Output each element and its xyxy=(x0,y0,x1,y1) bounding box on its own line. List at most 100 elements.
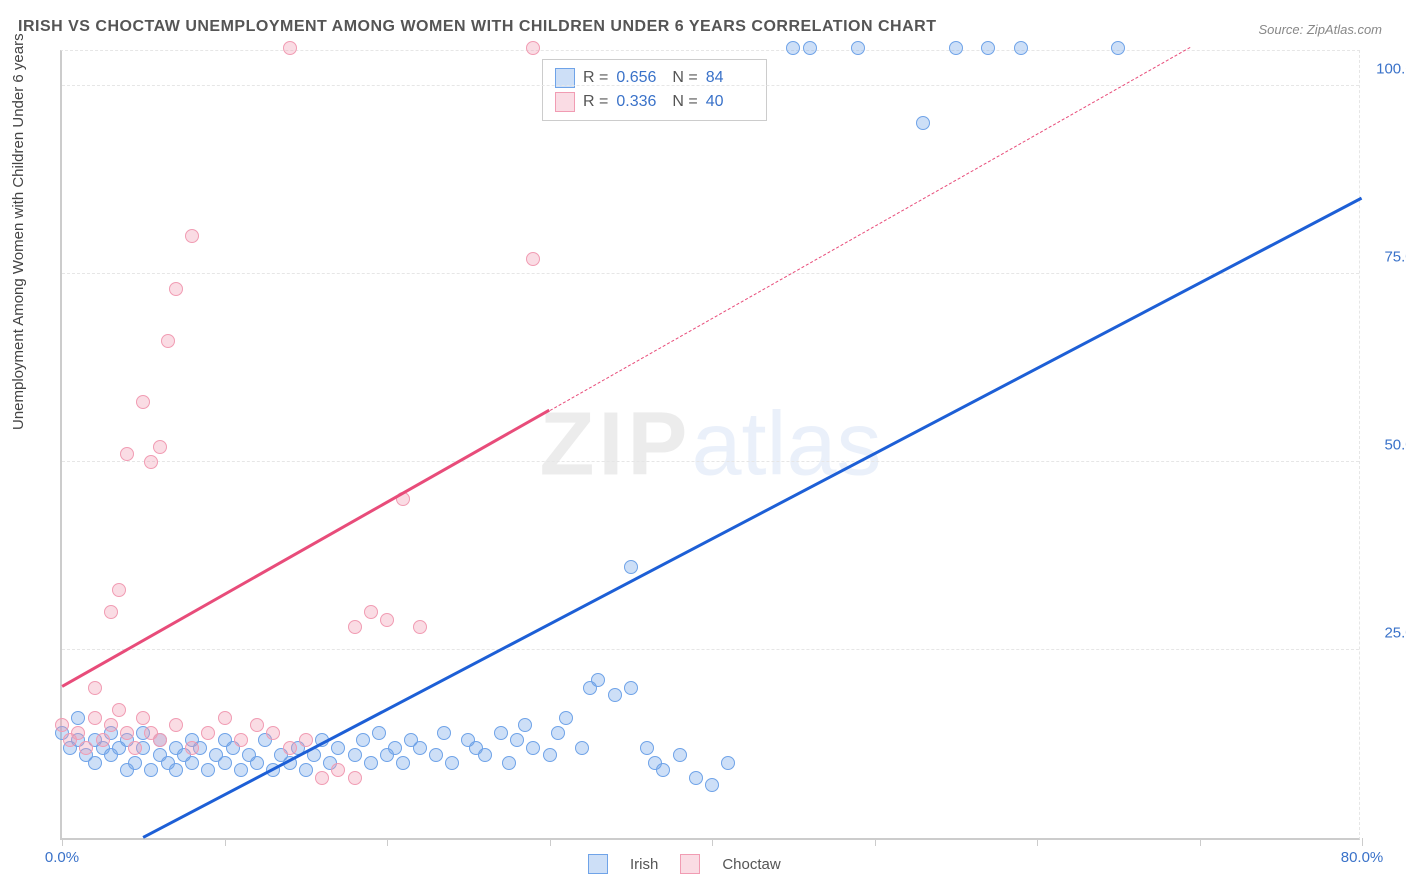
data-point xyxy=(705,778,719,792)
data-point xyxy=(185,741,199,755)
data-point xyxy=(356,733,370,747)
data-point xyxy=(299,733,313,747)
data-point xyxy=(981,41,995,55)
source-label: Source: ZipAtlas.com xyxy=(1258,22,1382,37)
data-point xyxy=(518,718,532,732)
gridline-horizontal xyxy=(62,461,1359,462)
data-point xyxy=(161,334,175,348)
data-point xyxy=(851,41,865,55)
data-point xyxy=(624,560,638,574)
data-point xyxy=(803,41,817,55)
data-point xyxy=(380,613,394,627)
data-point xyxy=(266,726,280,740)
data-point xyxy=(250,718,264,732)
x-tick xyxy=(387,838,388,846)
plot-area: ZIPatlas R = 0.656 N = 84 R = 0.336 N = … xyxy=(60,50,1360,840)
data-point xyxy=(218,711,232,725)
data-point xyxy=(624,681,638,695)
data-point xyxy=(364,605,378,619)
data-point xyxy=(234,733,248,747)
data-point xyxy=(445,756,459,770)
data-point xyxy=(283,741,297,755)
stats-legend-box: R = 0.656 N = 84 R = 0.336 N = 40 xyxy=(542,59,767,121)
gridline-horizontal xyxy=(62,649,1359,650)
data-point xyxy=(949,41,963,55)
data-point xyxy=(413,741,427,755)
data-point xyxy=(526,741,540,755)
watermark-part1: ZIP xyxy=(539,394,691,494)
data-point xyxy=(104,718,118,732)
legend-label-irish: Irish xyxy=(630,856,658,873)
chart-container: ZIPatlas R = 0.656 N = 84 R = 0.336 N = … xyxy=(60,50,1360,840)
y-tick-label: 50.0% xyxy=(1384,436,1406,453)
data-point xyxy=(185,756,199,770)
data-point xyxy=(689,771,703,785)
data-point xyxy=(575,741,589,755)
stat-r-label: R = xyxy=(583,93,608,111)
data-point xyxy=(120,726,134,740)
data-point xyxy=(916,116,930,130)
data-point xyxy=(640,741,654,755)
data-point xyxy=(153,440,167,454)
data-point xyxy=(673,748,687,762)
data-point xyxy=(1014,41,1028,55)
gridline-vertical xyxy=(875,51,876,838)
x-tick xyxy=(875,838,876,846)
data-point xyxy=(372,726,386,740)
x-tick xyxy=(1200,838,1201,846)
y-tick-label: 75.0% xyxy=(1384,248,1406,265)
data-point xyxy=(388,741,402,755)
bottom-legend: Irish Choctaw xyxy=(588,854,781,874)
x-tick xyxy=(1037,838,1038,846)
data-point xyxy=(591,673,605,687)
data-point xyxy=(71,726,85,740)
data-point xyxy=(201,763,215,777)
data-point xyxy=(128,741,142,755)
legend-label-choctaw: Choctaw xyxy=(722,856,780,873)
watermark-part2: atlas xyxy=(691,394,881,494)
data-point xyxy=(112,703,126,717)
swatch-choctaw xyxy=(555,92,575,112)
legend-swatch-choctaw xyxy=(680,854,700,874)
data-point xyxy=(331,763,345,777)
x-tick xyxy=(550,838,551,846)
data-point xyxy=(104,605,118,619)
stats-row-choctaw: R = 0.336 N = 40 xyxy=(555,90,754,114)
data-point xyxy=(478,748,492,762)
data-point xyxy=(413,620,427,634)
gridline-horizontal xyxy=(62,273,1359,274)
data-point xyxy=(526,252,540,266)
data-point xyxy=(1111,41,1125,55)
data-point xyxy=(656,763,670,777)
data-point xyxy=(437,726,451,740)
y-tick-label: 100.0% xyxy=(1376,60,1406,77)
data-point xyxy=(185,229,199,243)
data-point xyxy=(112,583,126,597)
data-point xyxy=(55,718,69,732)
legend-swatch-irish xyxy=(588,854,608,874)
data-point xyxy=(136,395,150,409)
x-tick-label: 80.0% xyxy=(1341,849,1384,866)
data-point xyxy=(96,733,110,747)
y-axis-label: Unemployment Among Women with Children U… xyxy=(10,33,27,430)
data-point xyxy=(128,756,142,770)
data-point xyxy=(234,763,248,777)
stats-row-irish: R = 0.656 N = 84 xyxy=(555,66,754,90)
data-point xyxy=(88,711,102,725)
data-point xyxy=(71,711,85,725)
data-point xyxy=(429,748,443,762)
data-point xyxy=(364,756,378,770)
x-tick-label: 0.0% xyxy=(45,849,79,866)
x-tick xyxy=(225,838,226,846)
trend-line xyxy=(143,196,1363,838)
data-point xyxy=(396,756,410,770)
data-point xyxy=(551,726,565,740)
data-point xyxy=(169,763,183,777)
data-point xyxy=(315,771,329,785)
x-tick xyxy=(1362,838,1363,846)
trend-line xyxy=(61,409,550,688)
stat-r-choctaw: 0.336 xyxy=(616,93,664,111)
data-point xyxy=(283,41,297,55)
gridline-vertical xyxy=(712,51,713,838)
data-point xyxy=(331,741,345,755)
